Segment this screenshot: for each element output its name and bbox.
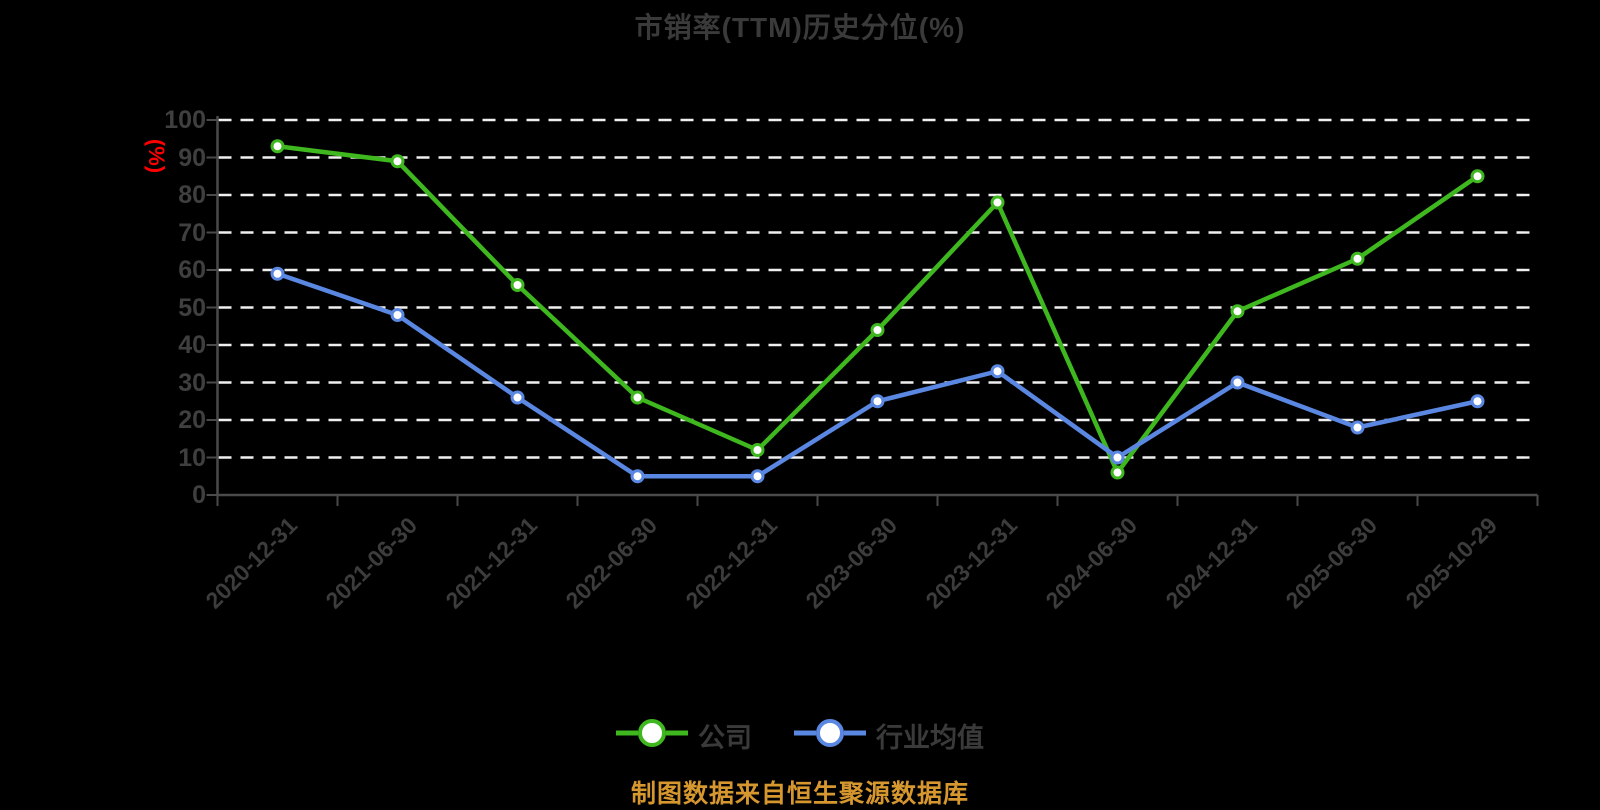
data-point[interactable]	[1110, 465, 1125, 480]
data-point[interactable]	[1350, 251, 1365, 266]
data-point[interactable]	[630, 469, 645, 484]
data-point[interactable]	[990, 195, 1005, 210]
y-axis-label: 100	[164, 106, 206, 134]
data-point[interactable]	[390, 154, 405, 169]
y-axis-label: 10	[178, 443, 206, 472]
data-point[interactable]	[1230, 304, 1245, 319]
legend-item-company[interactable]: 公司	[616, 716, 752, 755]
data-point[interactable]	[1470, 394, 1485, 409]
data-point[interactable]	[870, 323, 885, 337]
data-source-note: 制图数据来自恒生聚源数据库	[630, 780, 969, 808]
legend-item-industry-average[interactable]: 行业均值	[794, 716, 984, 755]
data-point[interactable]	[270, 139, 285, 154]
data-point[interactable]	[630, 390, 645, 405]
y-axis-label: 50	[178, 293, 206, 322]
y-axis-label: 40	[178, 331, 206, 359]
y-axis-label: 80	[178, 181, 206, 209]
data-point[interactable]	[390, 308, 405, 322]
industry-average-series-marker-icon	[794, 717, 866, 754]
data-point[interactable]	[750, 443, 765, 457]
data-point[interactable]	[1110, 450, 1125, 465]
data-point[interactable]	[1230, 375, 1245, 390]
y-axis-label: 0	[192, 481, 206, 509]
legend-label: 行业均值	[876, 722, 984, 753]
y-axis-label: 90	[178, 143, 206, 172]
data-point[interactable]	[510, 278, 525, 292]
y-axis-label: 60	[178, 256, 206, 284]
legend-label: 公司	[698, 722, 752, 753]
data-point[interactable]	[510, 390, 525, 405]
data-point[interactable]	[1470, 169, 1485, 184]
data-point[interactable]	[990, 364, 1005, 379]
chart-title: 市销率(TTM)历史分位(%)	[634, 12, 966, 43]
data-point[interactable]	[270, 266, 285, 281]
series-line-行业均值	[275, 271, 1480, 479]
data-point[interactable]	[1350, 420, 1365, 435]
data-point[interactable]	[870, 394, 885, 409]
legend: 公司 行业均值	[0, 712, 1600, 758]
y-axis-label: 30	[178, 368, 206, 397]
y-axis-label: 20	[178, 406, 206, 434]
data-point[interactable]	[750, 469, 765, 484]
y-axis-label: 70	[178, 218, 206, 247]
company-series-marker-icon	[616, 717, 688, 754]
